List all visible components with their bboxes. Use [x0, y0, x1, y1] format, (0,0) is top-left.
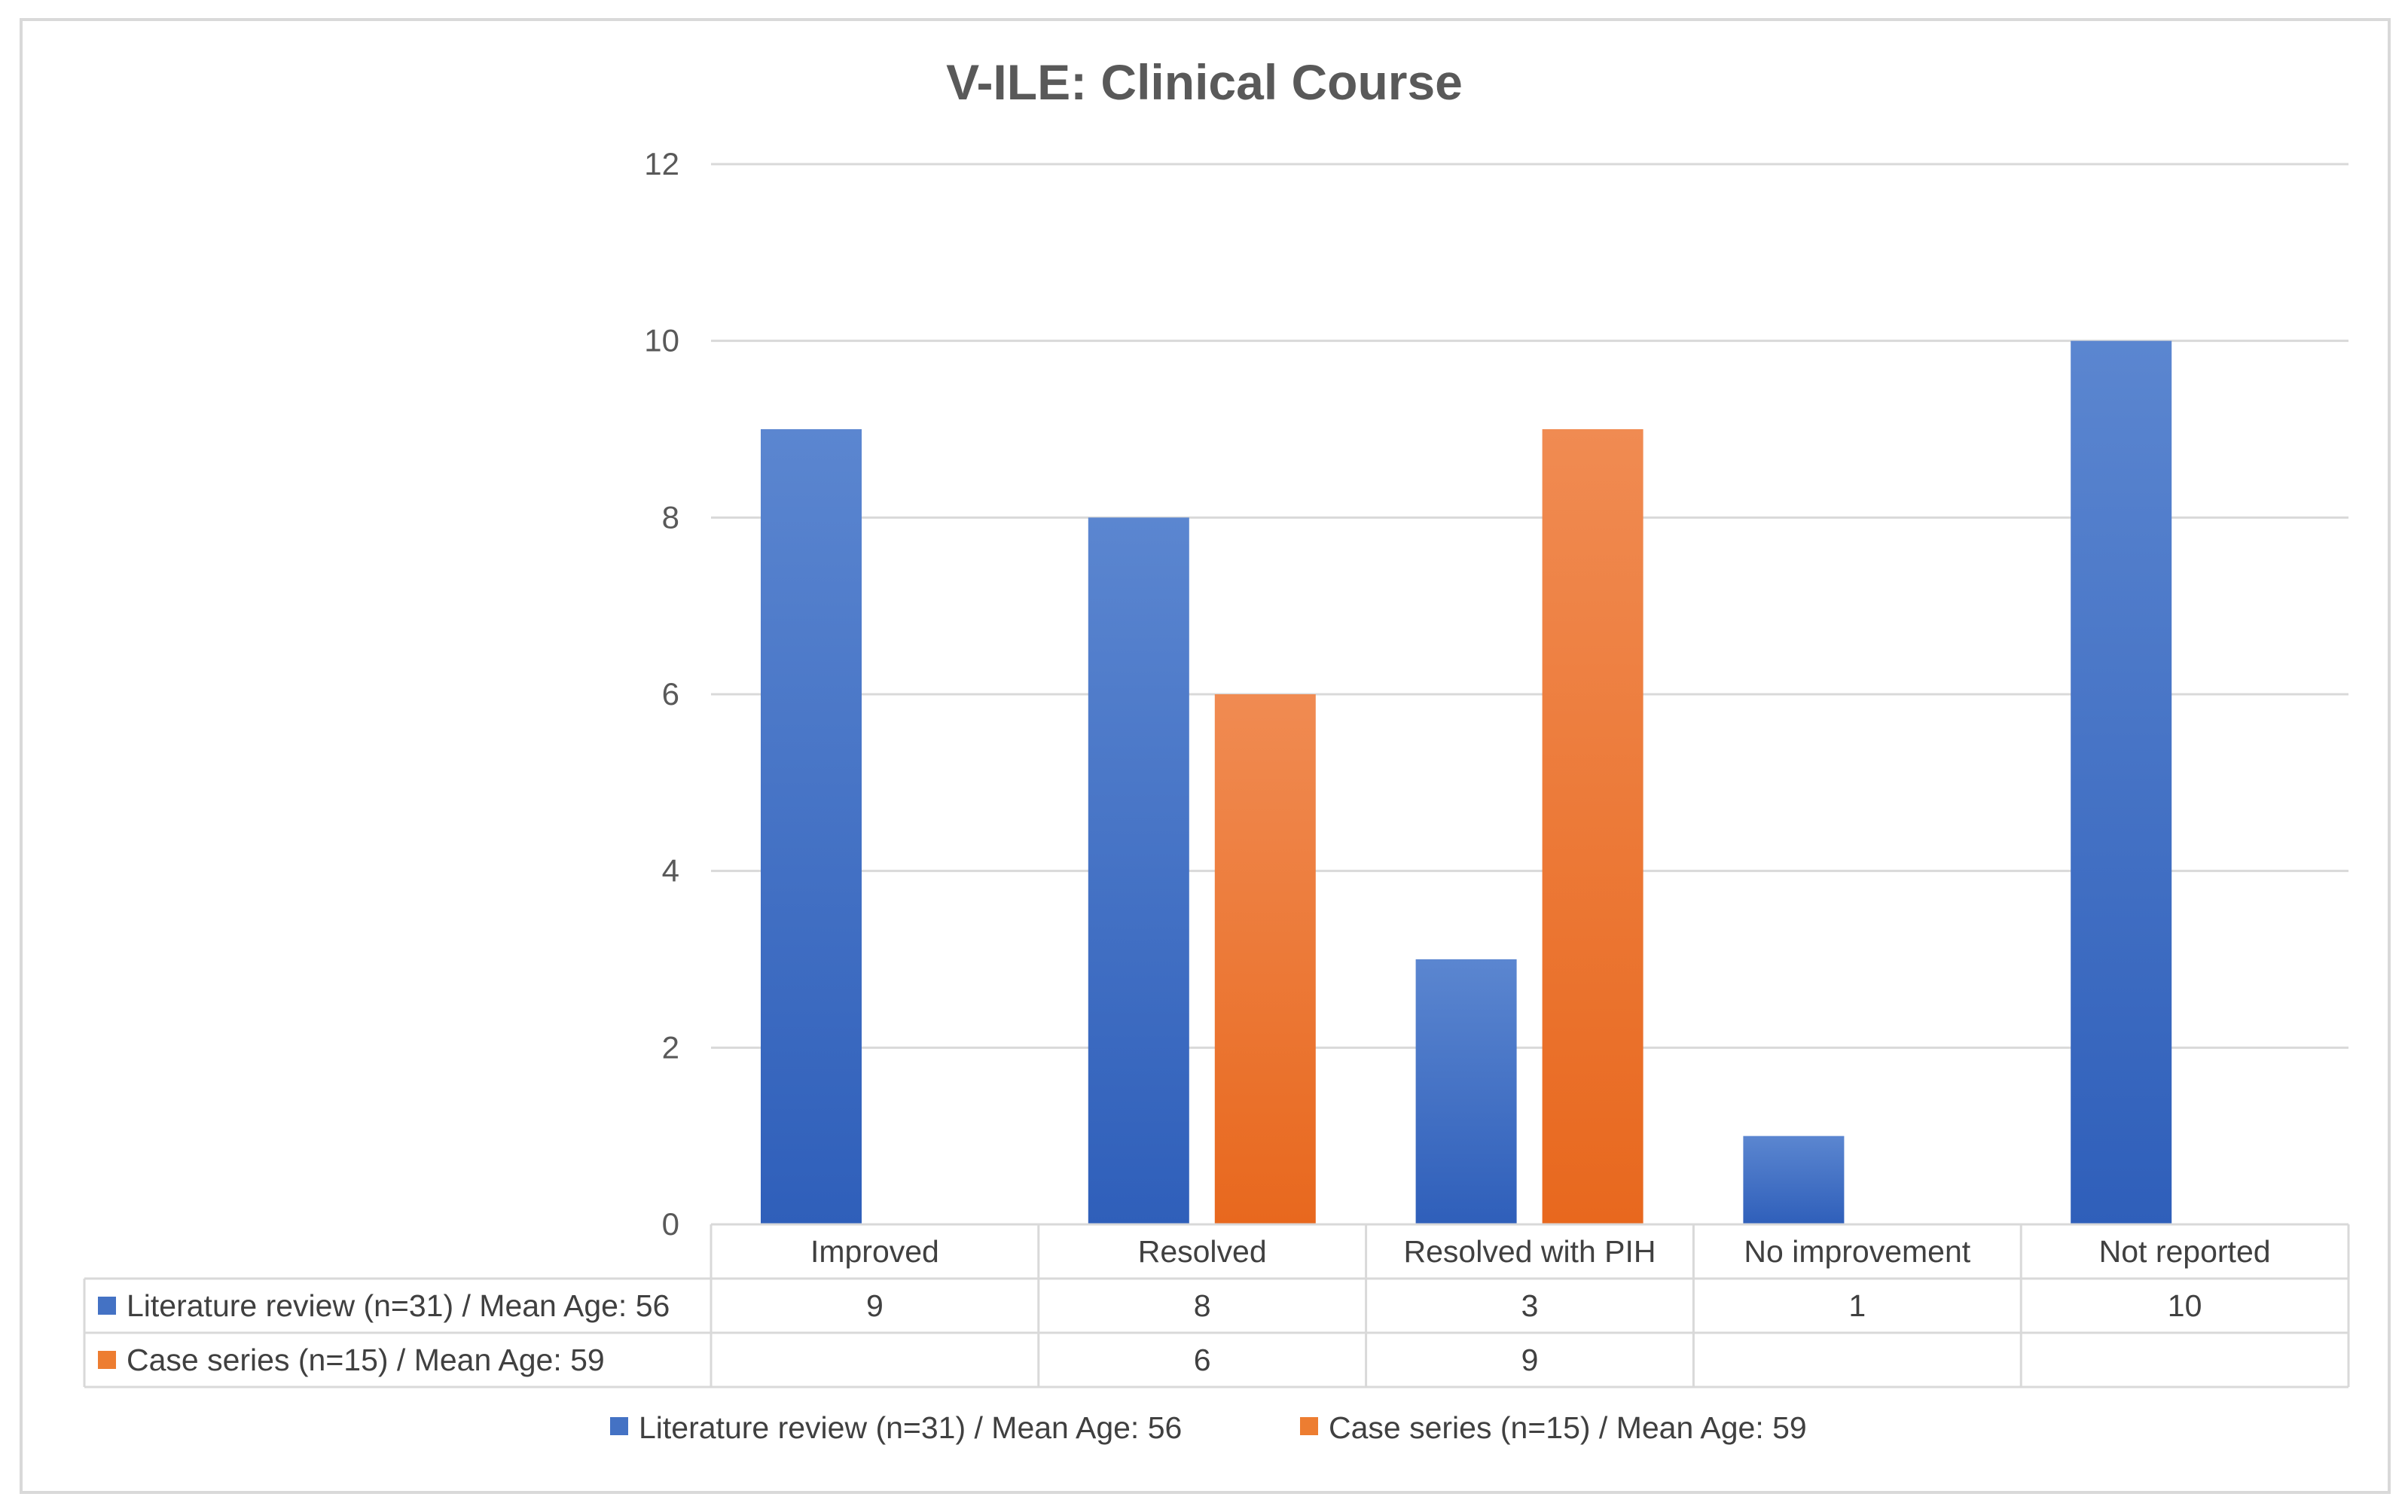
- x-tick-label: Improved: [810, 1234, 939, 1269]
- x-tick-label: No improvement: [1744, 1234, 1970, 1269]
- bar-literature-review-3: [1743, 1136, 1845, 1224]
- legend-swatch: [610, 1417, 628, 1435]
- table-value: 9: [866, 1288, 884, 1323]
- y-tick-label: 10: [644, 323, 679, 358]
- table-series-label: Literature review (n=31) / Mean Age: 56: [127, 1288, 670, 1323]
- legend-label: Literature review (n=31) / Mean Age: 56: [639, 1410, 1182, 1445]
- bar-case-series-2: [1542, 429, 1643, 1224]
- table-value: 6: [1194, 1343, 1211, 1377]
- x-tick-label: Resolved: [1138, 1234, 1267, 1269]
- bar-literature-review-0: [761, 429, 862, 1224]
- table-value: 10: [2168, 1288, 2202, 1323]
- y-tick-label: 12: [644, 146, 679, 181]
- y-tick-label: 8: [662, 499, 679, 535]
- bar-literature-review-4: [2071, 340, 2172, 1225]
- legend-swatch: [1300, 1417, 1318, 1435]
- bar-literature-review-1: [1088, 517, 1189, 1224]
- chart-frame: [20, 18, 2391, 1494]
- table-value: 3: [1521, 1288, 1539, 1323]
- y-tick-label: 6: [662, 676, 679, 712]
- data-table: Improved Resolved Resolved with PIH No impr…: [83, 1223, 2350, 1389]
- bars: [761, 340, 2172, 1225]
- legend-label: Case series (n=15) / Mean Age: 59: [1329, 1410, 1807, 1445]
- chart-title: V-ILE: Clinical Course: [946, 54, 1463, 110]
- x-tick-label: Not reported: [2099, 1234, 2271, 1269]
- table-series-label: Case series (n=15) / Mean Age: 59: [127, 1343, 605, 1377]
- bar-literature-review-2: [1415, 959, 1517, 1224]
- table-legend-key: [98, 1351, 116, 1369]
- y-tick-label: 2: [662, 1029, 679, 1065]
- table-value: 1: [1848, 1288, 1866, 1323]
- legend: Literature review (n=31) / Mean Age: 56 C…: [610, 1410, 1807, 1445]
- x-tick-label: Resolved with PIH: [1404, 1234, 1656, 1269]
- table-value: 8: [1194, 1288, 1211, 1323]
- y-axis-ticks: 0 2 4 6 8 10 12: [644, 146, 679, 1242]
- table-legend-key: [98, 1297, 116, 1315]
- y-tick-label: 4: [662, 853, 679, 889]
- y-tick-label: 0: [662, 1206, 679, 1242]
- bar-case-series-1: [1214, 694, 1316, 1224]
- table-value: 9: [1521, 1343, 1539, 1377]
